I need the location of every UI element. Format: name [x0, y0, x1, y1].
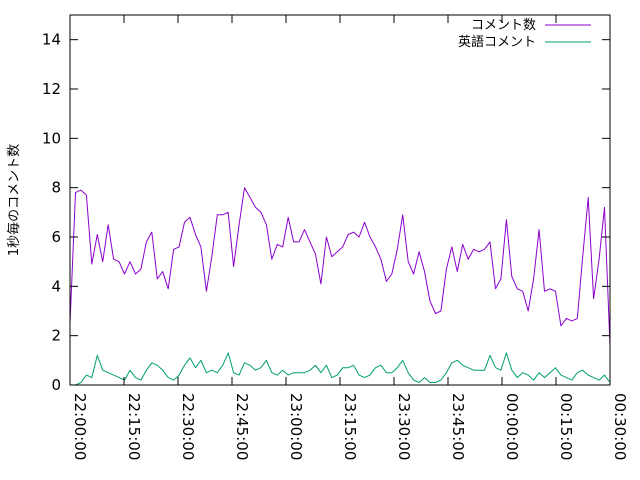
x-tick-label: 00:15:00: [557, 393, 575, 460]
y-tick-label: 2: [51, 327, 61, 345]
x-tick-label: 23:30:00: [395, 393, 413, 460]
x-tick-label: 23:15:00: [341, 393, 359, 460]
y-tick-label: 8: [51, 179, 61, 197]
y-tick-label: 0: [51, 376, 61, 394]
x-tick-label: 22:45:00: [233, 393, 251, 460]
y-axis: 0 2 4 6 8 10 12 14: [42, 31, 610, 394]
series-layer: [69, 187, 611, 386]
x-axis: 22:00:00 22:15:00 22:30:00 22:45:00 23:00:00…: [69, 15, 629, 460]
legend-label-1: コメント数: [471, 18, 536, 33]
y-tick-label: 14: [42, 31, 61, 49]
x-tick-label: 22:30:00: [179, 393, 197, 460]
x-tick-label: 22:00:00: [71, 393, 89, 460]
x-tick-label: 00:30:00: [611, 393, 629, 460]
series-line-2: [70, 352, 611, 386]
y-tick-label: 12: [42, 80, 61, 98]
x-tick-label: 23:00:00: [287, 393, 305, 460]
x-tick-label: 00:00:00: [503, 393, 521, 460]
x-tick-label: 23:45:00: [449, 393, 467, 460]
series-line-1: [69, 187, 611, 346]
y-tick-label: 6: [51, 228, 61, 246]
x-tick-label: 22:15:00: [125, 393, 143, 460]
y-tick-label: 10: [42, 129, 61, 147]
legend-label-2: 英語コメント: [458, 34, 536, 50]
y-axis-label: 1秒毎のコメント数: [6, 144, 22, 256]
y-tick-label: 4: [51, 277, 61, 295]
